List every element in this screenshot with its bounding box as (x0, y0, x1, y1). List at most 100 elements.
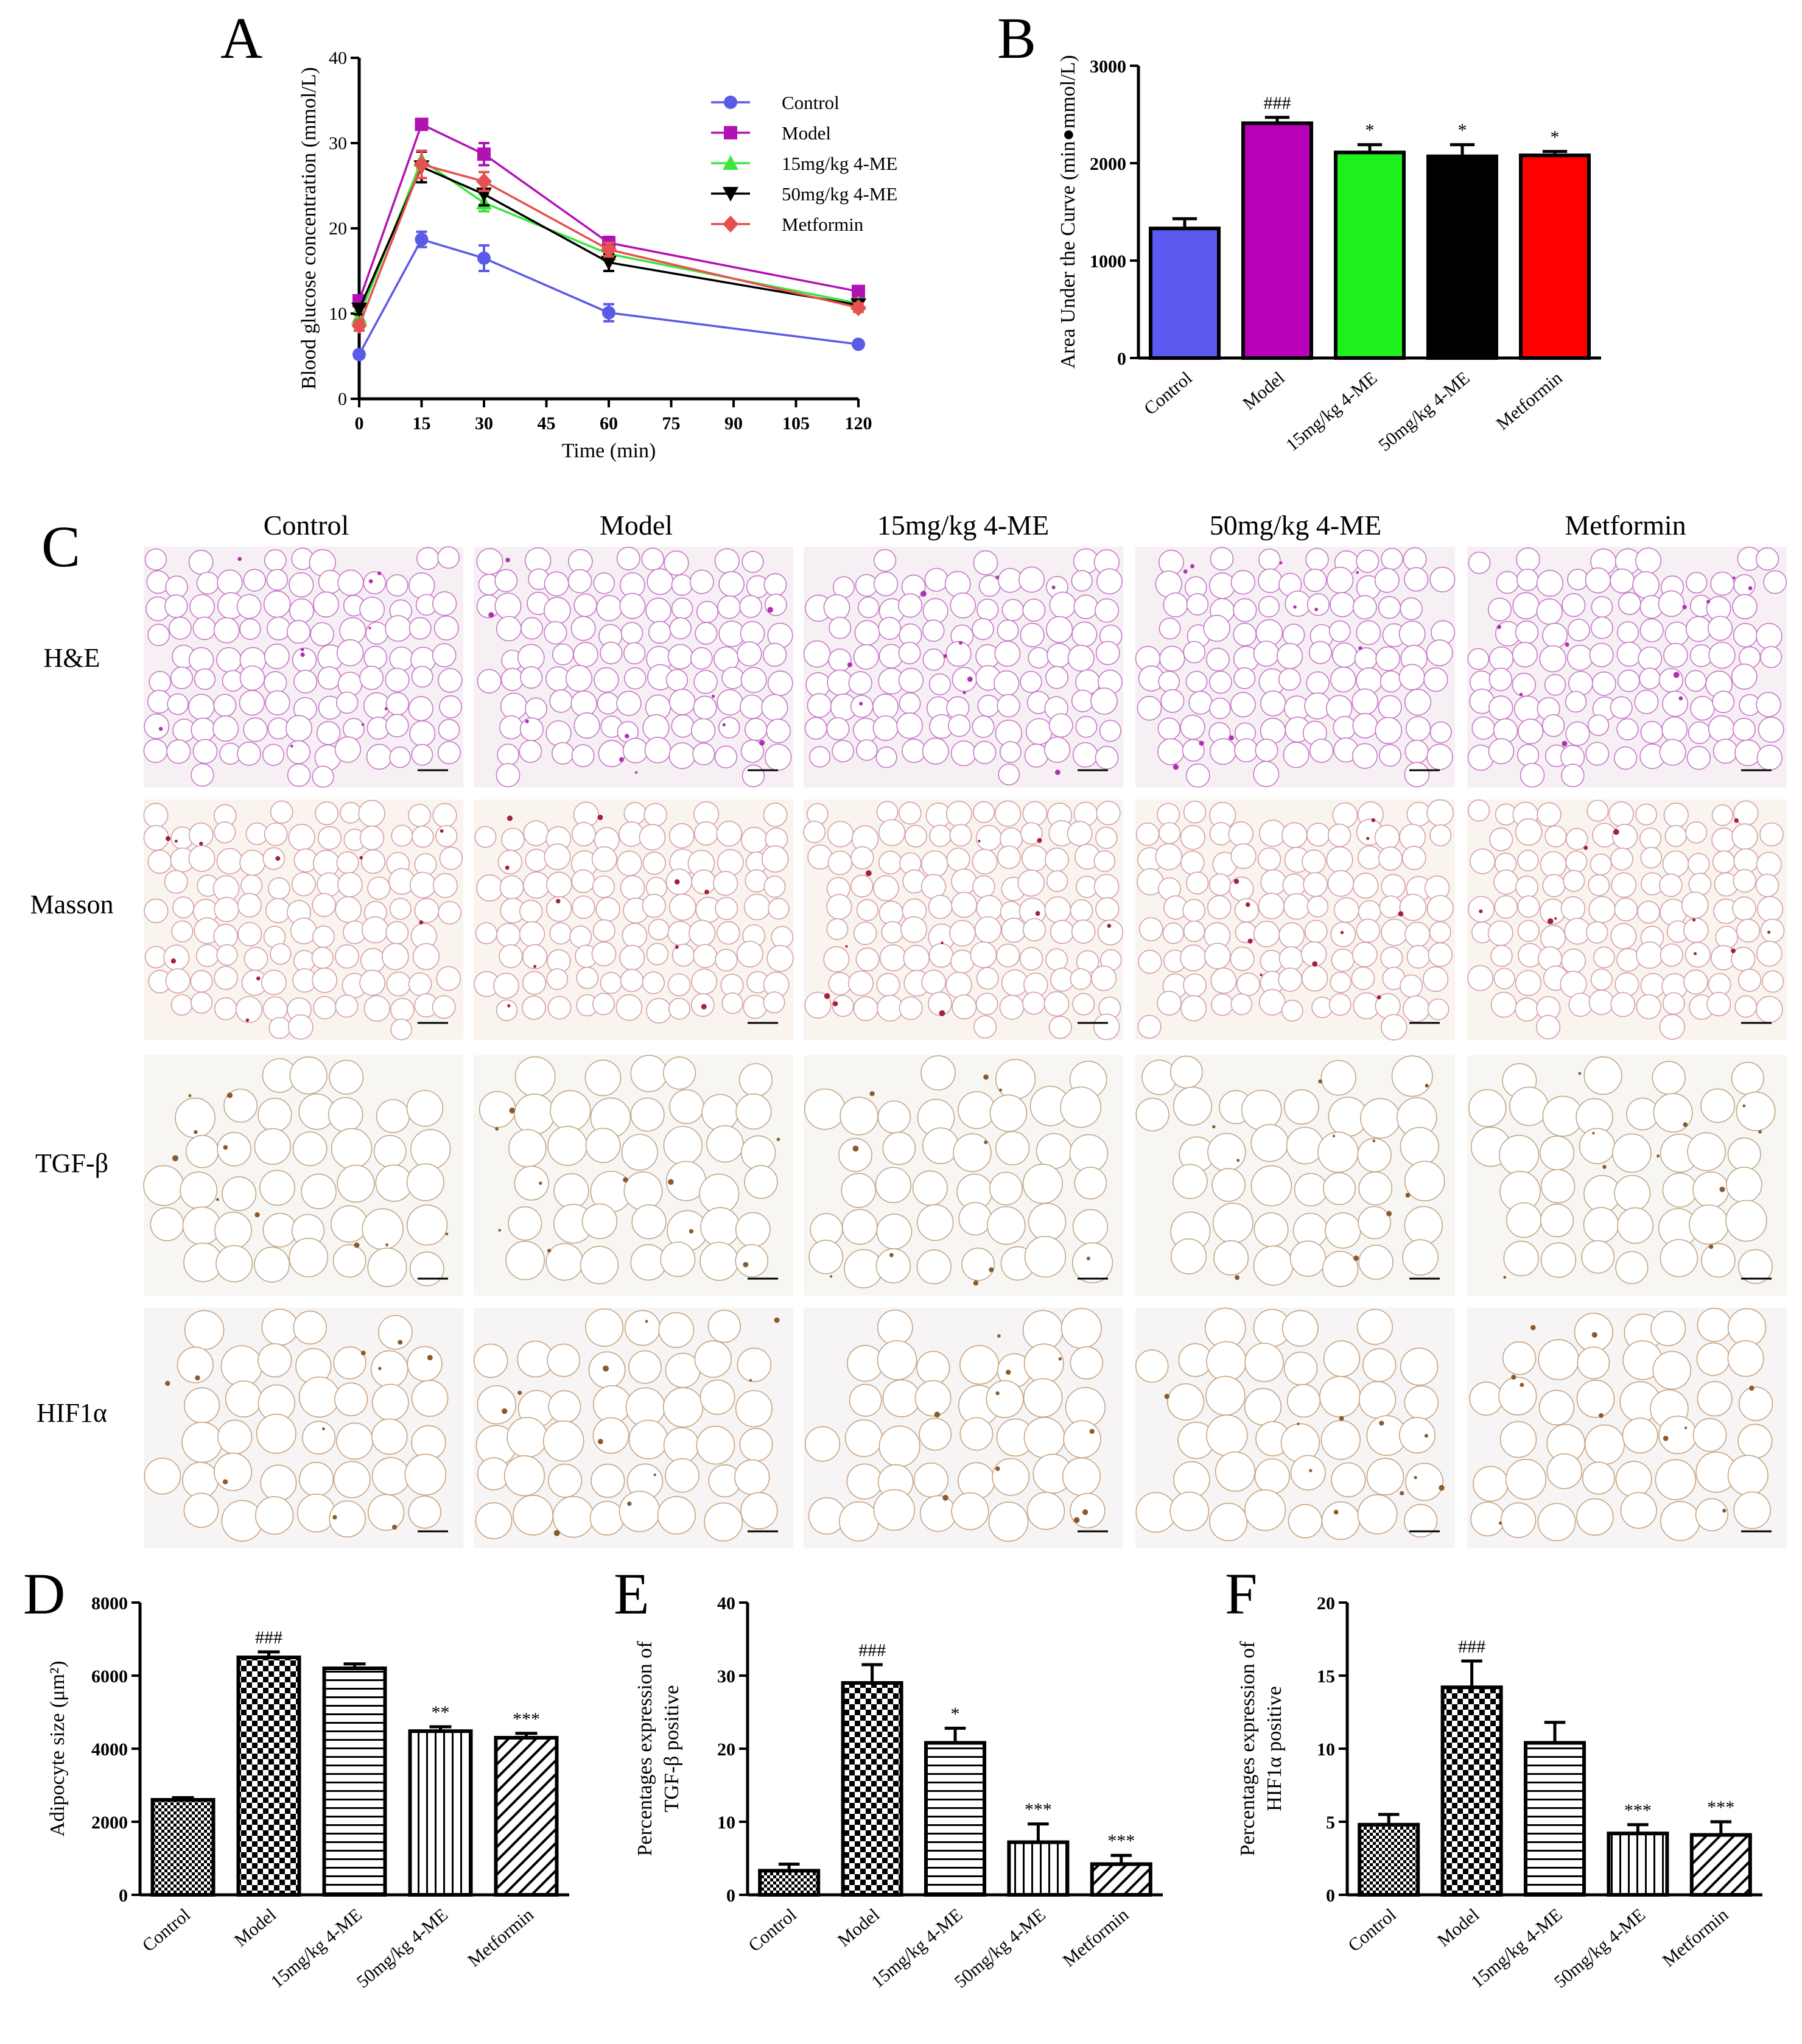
data-point (852, 337, 865, 351)
adipocyte-cell (1163, 592, 1188, 617)
adipocyte-cell (264, 822, 288, 846)
stained-nucleus (1371, 818, 1376, 823)
adipocyte-cell (312, 849, 340, 877)
adipocyte-cell (1305, 547, 1329, 572)
adipocyte-cell (989, 1094, 1028, 1133)
adipocyte-cell (660, 1242, 696, 1277)
adipocyte-cell (1614, 1175, 1651, 1212)
adipocyte-cell (997, 619, 1019, 642)
adipocyte-cell (1244, 1489, 1286, 1531)
adipocyte-cell (1662, 850, 1689, 877)
adipocyte-cell (1515, 876, 1538, 899)
adipocyte-cell (644, 736, 671, 764)
adipocyte-cell (166, 739, 191, 764)
adipocyte-cell (1488, 738, 1515, 765)
adipocyte-cell (1357, 1494, 1398, 1535)
adipocyte-cell (592, 1417, 629, 1454)
adipocyte-cell (642, 893, 666, 918)
adipocyte-cell (994, 641, 1021, 667)
adipocyte-cell (744, 718, 768, 741)
adipocyte-cell (662, 1056, 696, 1090)
adipocyte-cell (239, 690, 265, 716)
y-axis-title: Percentages expression of TGF-β positive (634, 1641, 683, 1856)
adipocyte-cell (1731, 823, 1758, 850)
adipocyte-cell (549, 689, 573, 713)
adipocyte-cell (1185, 670, 1208, 693)
stained-nucleus (704, 890, 709, 894)
adipocyte-cell (1468, 552, 1491, 574)
adipocyte-cell (951, 1492, 989, 1531)
stained-nucleus (824, 993, 830, 999)
adipocyte-cell (494, 592, 522, 620)
adipocyte-cell (691, 869, 717, 894)
adipocyte-cell (1708, 641, 1736, 669)
stained-nucleus (391, 1525, 398, 1530)
adipocyte-cell (916, 1249, 952, 1285)
adipocyte-cell (360, 849, 386, 874)
adipocyte-cell (657, 1495, 696, 1535)
adipocyte-cell (1018, 566, 1045, 593)
adipocyte-cell (1406, 944, 1431, 969)
y-axis-title-line: Percentages expression of (634, 1641, 656, 1856)
adipocyte-cell (1072, 742, 1098, 768)
adipocyte-cell (1653, 1093, 1693, 1133)
x-tick-label: 15mg/kg 4-ME (868, 1905, 966, 1992)
adipocyte-cell (707, 1310, 741, 1343)
bar (236, 1656, 301, 1897)
stained-nucleus (505, 558, 510, 563)
adipocyte-cell (263, 590, 291, 618)
adipocyte-cell (1488, 597, 1512, 622)
adipocyte-cell (898, 667, 924, 694)
adipocyte-cell (365, 622, 388, 645)
adipocyte-cell (616, 546, 640, 571)
x-tick-label: 30 (475, 413, 493, 434)
adipocyte-cell (1162, 922, 1185, 944)
x-tick-label: Model (1434, 1905, 1483, 1951)
adipocyte-cell (1230, 843, 1257, 869)
adipocyte-cell (1576, 1380, 1615, 1418)
adipocyte-cell (1022, 1164, 1063, 1204)
adipocyte-cell (713, 871, 738, 896)
stained-nucleus (245, 1018, 250, 1022)
adipocyte-cell (546, 968, 569, 990)
adipocyte-cell (343, 718, 365, 740)
adipocyte-cell (1652, 1350, 1692, 1390)
adipocyte-cell (903, 944, 930, 972)
adipocyte-cell (1358, 845, 1382, 870)
series-line (358, 122, 859, 301)
adipocyte-cell (766, 718, 791, 743)
adipocyte-cell (407, 1346, 443, 1382)
adipocyte-cell (391, 824, 413, 847)
adipocyte-cell (1515, 620, 1539, 644)
adipocyte-cell (1685, 670, 1707, 692)
adipocyte-cell (358, 799, 385, 827)
adipocyte-cell (763, 876, 786, 898)
stained-nucleus (226, 1092, 233, 1098)
adipocyte-cell (1234, 897, 1259, 923)
adipocyte-cell (1640, 973, 1666, 999)
adipocyte-cell (1137, 695, 1162, 721)
adipocyte-cell (1711, 827, 1736, 852)
adipocyte-cell (855, 947, 880, 972)
adipocyte-cell (849, 1383, 882, 1417)
adipocyte-cell (743, 893, 771, 921)
adipocyte-cell (690, 647, 713, 670)
adipocyte-cell (1404, 739, 1429, 764)
stained-nucleus (645, 1319, 648, 1323)
adipocyte-cell (1758, 716, 1784, 743)
adipocyte-cell (1182, 899, 1205, 922)
adipocyte-cell (1683, 918, 1709, 943)
adipocyte-cell (1537, 802, 1562, 827)
adipocyte-cell (823, 946, 850, 972)
adipocyte-cell (740, 667, 767, 694)
stained-nucleus (165, 836, 171, 841)
adipocyte-cell (1565, 827, 1588, 851)
adipocyte-cell (699, 1242, 739, 1281)
x-tick-label: 90 (724, 413, 743, 434)
adipocyte-cell (1585, 567, 1611, 594)
bar (494, 1736, 559, 1897)
adipocyte-cell (804, 1088, 846, 1130)
adipocyte-cell (412, 826, 434, 848)
stained-nucleus (845, 945, 848, 948)
